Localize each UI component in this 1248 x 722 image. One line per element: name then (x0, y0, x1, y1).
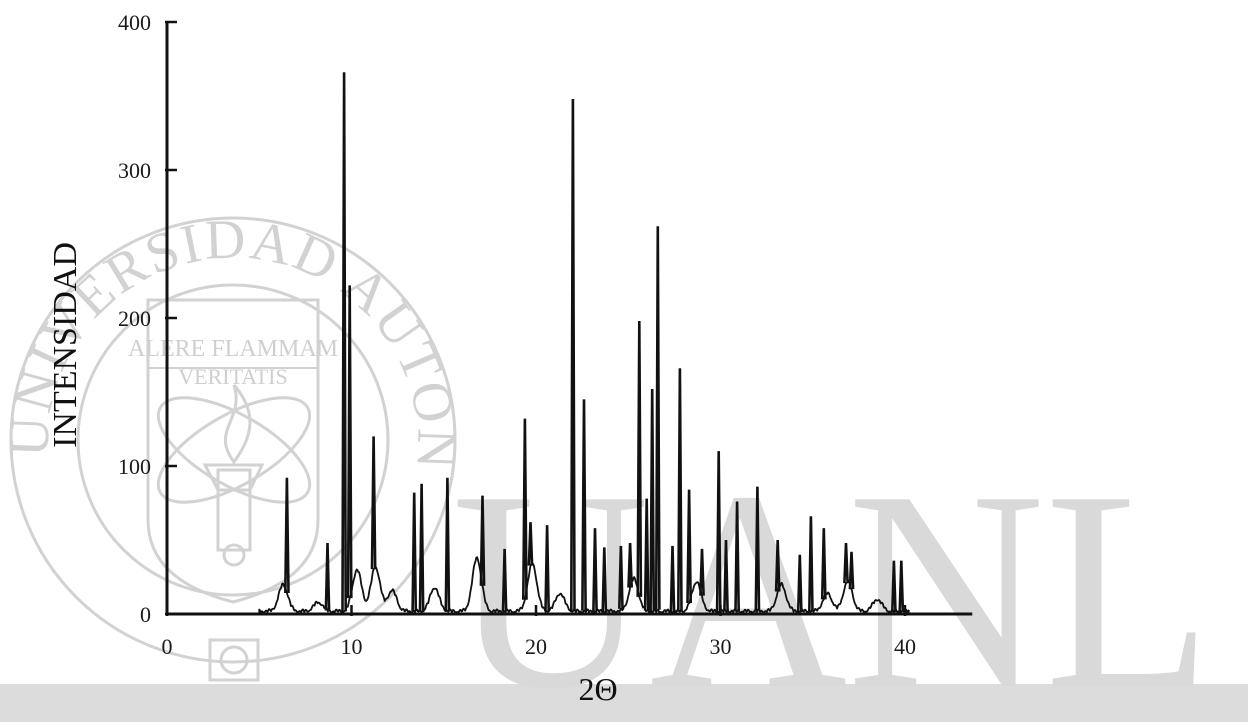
seal-motto-1: ALERE FLAMMAM (128, 336, 338, 362)
data-peak (479, 495, 486, 586)
series-line-background (167, 556, 910, 615)
data-peak (843, 542, 849, 584)
x-tick-label: 10 (341, 634, 363, 659)
x-tick-label: 40 (894, 634, 916, 659)
data-peak (649, 388, 656, 612)
seal-motto-2: VERITATIS (178, 364, 287, 389)
data-peak (411, 492, 418, 612)
data-peak (774, 539, 781, 592)
data-peak (734, 501, 740, 612)
x-tick-label: 0 (162, 634, 173, 659)
data-peak (370, 436, 377, 570)
data-peak (643, 498, 650, 611)
data-peak (544, 525, 550, 612)
data-peak (848, 551, 855, 590)
data-peak (627, 542, 633, 588)
data-peak (346, 285, 353, 599)
y-tick-label: 200 (118, 306, 151, 331)
data-peak (686, 489, 692, 604)
y-tick-label: 0 (140, 602, 151, 627)
data-peak (522, 418, 528, 600)
y-tick-label: 100 (118, 454, 151, 479)
data-peak (324, 542, 331, 611)
data-peak (891, 560, 897, 613)
data-peak (654, 226, 661, 610)
data-peak (636, 320, 643, 597)
data-peak (677, 368, 683, 612)
x-tick-label: 20 (525, 634, 547, 659)
axes: 0 100 200 300 400 0 10 20 30 40 (118, 10, 973, 659)
data-peak (601, 547, 608, 613)
seal-shield (146, 298, 320, 604)
data-peak (723, 539, 729, 612)
data-peak (284, 477, 290, 594)
data-peak (796, 554, 803, 612)
data-peak (699, 548, 705, 596)
y-axis-label: INTENSIDAD (47, 242, 84, 448)
data-peak (418, 483, 425, 613)
data-peak (754, 486, 761, 611)
x-axis-label: 2Θ (578, 671, 617, 707)
y-tick-label: 400 (118, 10, 151, 35)
data-peak (444, 477, 451, 611)
data-peak (808, 516, 814, 612)
data-peak (669, 545, 676, 613)
data-peak (715, 451, 722, 613)
data-peak (820, 528, 827, 600)
data-peak (581, 399, 587, 611)
data-peak (527, 522, 534, 566)
data-peak (898, 560, 905, 613)
data-peak (592, 528, 598, 612)
watermark-letters: UANL (452, 432, 1212, 722)
data-peak (570, 98, 576, 612)
data-peak (501, 548, 508, 612)
torch-icon (156, 384, 312, 567)
data-peak (341, 72, 347, 612)
plot-area (167, 72, 910, 615)
x-tick-label: 30 (710, 634, 732, 659)
y-tick-label: 300 (118, 158, 151, 183)
watermark-band (0, 684, 1248, 722)
data-peak (618, 545, 624, 609)
